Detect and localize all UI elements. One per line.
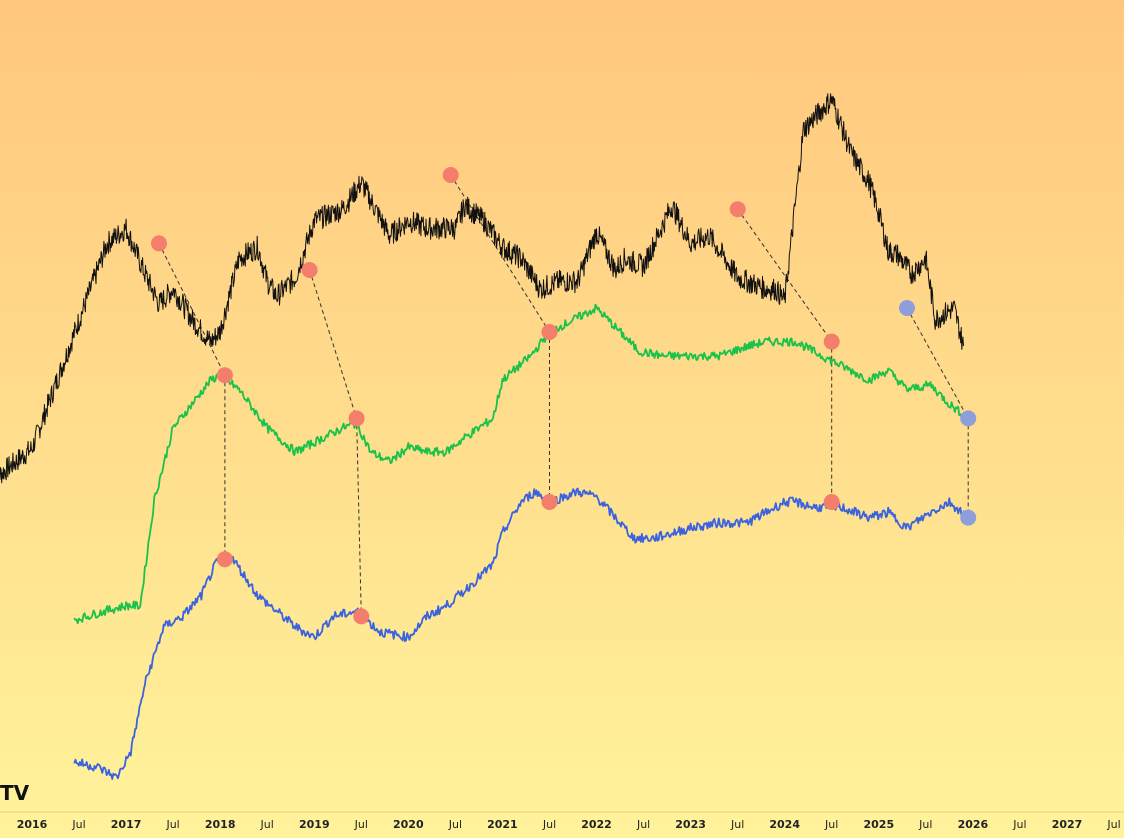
- x-tick-label: Jul: [165, 818, 179, 831]
- marker-peak-green[interactable]: [216, 367, 233, 384]
- marker-peak-blue[interactable]: [216, 551, 233, 568]
- divergence-line: [737, 208, 833, 342]
- x-tick-label: Jul: [542, 818, 556, 831]
- divergence-line: [309, 269, 358, 419]
- x-tick-label: 2020: [393, 818, 424, 831]
- marker-peak-blue[interactable]: [541, 494, 558, 510]
- x-tick-label: Jul: [918, 818, 932, 831]
- x-tick-label: 2019: [299, 818, 330, 831]
- marker-peak-green[interactable]: [348, 410, 365, 427]
- x-tick-label: Jul: [636, 818, 650, 831]
- x-tick-label: Jul: [1012, 818, 1026, 831]
- x-tick-label: Jul: [448, 818, 462, 831]
- x-tick-label: Jul: [71, 818, 85, 831]
- marker-peak-blue[interactable]: [823, 494, 840, 510]
- marker-peak-green[interactable]: [541, 324, 558, 340]
- x-tick-label: 2016: [17, 818, 48, 831]
- x-tick-label: Jul: [260, 818, 274, 831]
- marker-peak-black[interactable]: [301, 262, 318, 278]
- tradingview-logo[interactable]: TV: [0, 781, 30, 805]
- series-line-black[interactable]: [0, 93, 964, 487]
- x-tick-label: Jul: [730, 818, 744, 831]
- x-axis-ticks: 2016 Jul 2017 Jul 2018 Jul 2019 Jul 2020 Jul 2021 J…: [17, 818, 1121, 831]
- x-tick-label: Jul: [1106, 818, 1120, 831]
- marker-peak-black[interactable]: [151, 235, 167, 252]
- x-tick-label: 2023: [675, 818, 706, 831]
- x-tick-label: 2025: [863, 818, 894, 831]
- divergence-line: [906, 307, 969, 419]
- marker-peak-black[interactable]: [442, 167, 459, 183]
- x-tick-label: Jul: [824, 818, 838, 831]
- marker-layer: [151, 167, 977, 625]
- marker-peak-green[interactable]: [823, 333, 840, 350]
- x-tick-label: 2018: [205, 818, 236, 831]
- x-tick-label: 2024: [769, 818, 800, 831]
- divergence-line: [356, 418, 362, 617]
- divergence-lines: [158, 174, 969, 617]
- marker-trough-blue[interactable]: [960, 509, 977, 526]
- x-tick-label: Jul: [354, 818, 368, 831]
- x-tick-label: 2022: [581, 818, 612, 831]
- x-tick-label: 2026: [958, 818, 989, 831]
- marker-trough-green[interactable]: [960, 410, 977, 427]
- x-tick-label: 2017: [111, 818, 142, 831]
- marker-trough-black[interactable]: [899, 300, 915, 316]
- x-tick-label: 2027: [1052, 818, 1083, 831]
- x-tick-label: 2021: [487, 818, 518, 831]
- divergence-line: [158, 243, 226, 376]
- marker-peak-black[interactable]: [729, 201, 746, 218]
- marker-peak-blue[interactable]: [353, 608, 370, 625]
